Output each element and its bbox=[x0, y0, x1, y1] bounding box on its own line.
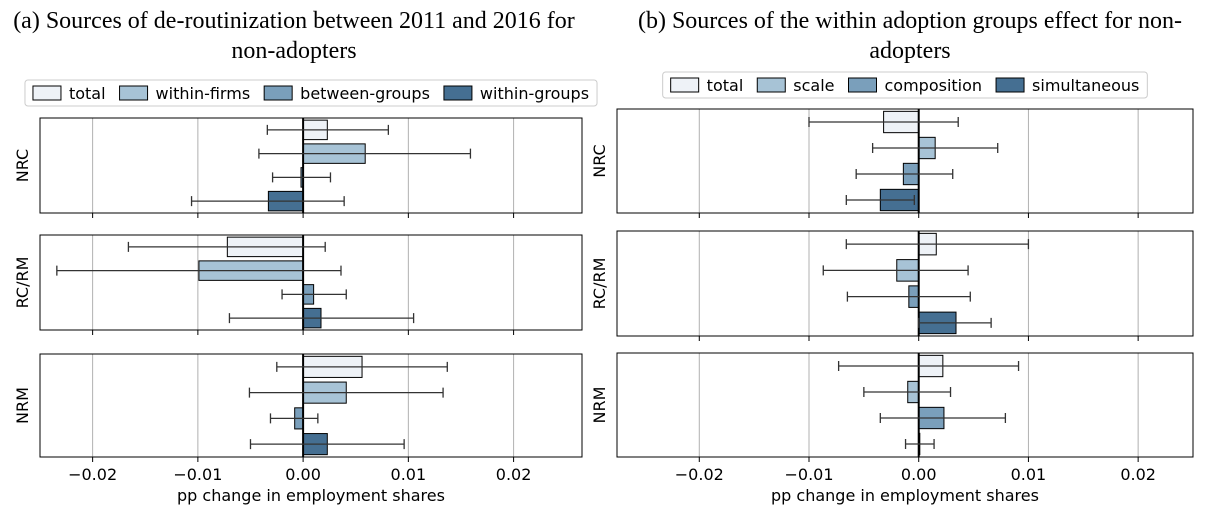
legend-swatch bbox=[995, 77, 1025, 93]
error-bar bbox=[281, 289, 347, 300]
error-bar bbox=[276, 361, 448, 372]
legend-swatch bbox=[848, 77, 877, 93]
error-bar bbox=[271, 172, 332, 183]
axes-frame bbox=[616, 108, 1194, 214]
legend-label: simultaneous bbox=[1032, 76, 1139, 95]
error-bar bbox=[127, 241, 326, 252]
y-label: NRC bbox=[590, 144, 609, 177]
error-bar bbox=[249, 439, 405, 450]
axes-frame bbox=[616, 352, 1194, 458]
error-bar bbox=[190, 196, 345, 207]
legend-label: total bbox=[707, 76, 744, 95]
error-bar bbox=[808, 117, 959, 127]
y-label: NRM bbox=[590, 387, 609, 424]
error-bar bbox=[837, 361, 1020, 371]
y-label: RC/RM bbox=[590, 258, 609, 310]
error-bar bbox=[258, 148, 472, 159]
legend-swatch bbox=[263, 85, 293, 101]
x-tick-label: 0.01 bbox=[1011, 465, 1047, 484]
legend-label: total bbox=[69, 84, 106, 103]
error-bar bbox=[855, 169, 954, 179]
x-tick-label: −0.02 bbox=[68, 465, 117, 484]
x-tick-label: −0.01 bbox=[173, 465, 222, 484]
legend-label: within-firms bbox=[156, 84, 251, 103]
error-bar bbox=[846, 291, 971, 302]
x-tick-label: −0.01 bbox=[784, 465, 833, 484]
y-label: RC/RM bbox=[13, 257, 32, 309]
legend-label: within-groups bbox=[480, 84, 589, 103]
x-tick-label: −0.02 bbox=[675, 465, 724, 484]
legend-swatch bbox=[670, 77, 700, 93]
error-bar bbox=[822, 265, 969, 276]
axes-frame bbox=[616, 230, 1194, 337]
y-label: NRC bbox=[13, 149, 32, 182]
error-bar bbox=[248, 387, 444, 398]
error-bar bbox=[269, 413, 319, 424]
x-axis-label: pp change in employment shares bbox=[177, 486, 445, 505]
x-tick-label: 0.02 bbox=[1120, 465, 1156, 484]
x-axis-label: pp change in employment shares bbox=[771, 486, 1039, 505]
legend-label: between-groups bbox=[300, 84, 430, 103]
axes-frame bbox=[39, 353, 583, 458]
error-bar bbox=[228, 313, 415, 324]
legend-label: scale bbox=[793, 76, 834, 95]
error-bar bbox=[845, 239, 1030, 250]
chart-title: (b) Sources of the within adoption group… bbox=[637, 8, 1183, 64]
error-bar bbox=[879, 413, 1007, 423]
error-bar bbox=[918, 317, 992, 328]
chart-title: (a) Sources of de-routinization between … bbox=[13, 8, 575, 64]
x-tick-label: 0.01 bbox=[391, 465, 427, 484]
error-bar bbox=[266, 124, 390, 135]
error-bar bbox=[845, 195, 915, 205]
x-tick-label: 0.02 bbox=[496, 465, 532, 484]
legend-swatch bbox=[756, 77, 786, 93]
error-bar bbox=[863, 387, 952, 397]
error-bar bbox=[871, 143, 999, 153]
axes-frame bbox=[39, 117, 583, 214]
legend-label: composition bbox=[885, 76, 983, 95]
legend-swatch bbox=[32, 85, 62, 101]
axes-frame bbox=[39, 234, 583, 331]
y-label: NRM bbox=[13, 387, 32, 424]
x-tick-label: 0.00 bbox=[285, 465, 321, 484]
x-tick-label: 0.00 bbox=[901, 465, 937, 484]
error-bar bbox=[904, 439, 935, 449]
error-bar bbox=[56, 265, 342, 276]
legend-swatch bbox=[443, 85, 473, 101]
legend-swatch bbox=[119, 85, 149, 101]
